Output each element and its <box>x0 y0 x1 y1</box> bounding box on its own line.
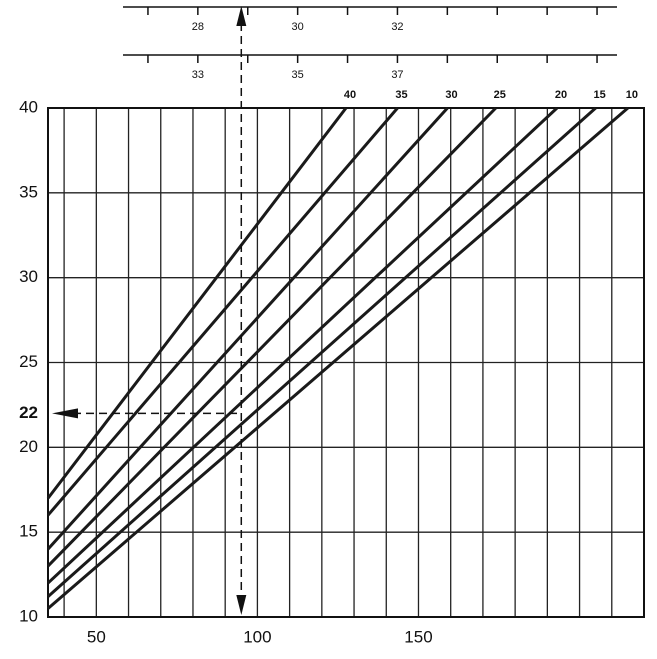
scale-label: 32 <box>391 21 403 33</box>
x-tick-label: 150 <box>404 627 432 646</box>
line-label: 25 <box>494 89 506 101</box>
scale-label: 30 <box>292 21 304 33</box>
scale-label: 37 <box>391 69 403 81</box>
series-line <box>47 106 597 598</box>
scale-label: 35 <box>292 69 304 81</box>
line-label: 10 <box>626 89 638 101</box>
arrow-up <box>236 6 247 26</box>
arrow-down <box>236 595 247 615</box>
scale-label: 33 <box>192 69 204 81</box>
line-label: 35 <box>395 89 407 101</box>
marker-label: 22 <box>19 403 38 422</box>
y-tick-label: 10 <box>19 606 38 625</box>
y-tick-label: 35 <box>19 182 38 201</box>
series-line <box>46 106 559 585</box>
series-line <box>47 106 629 610</box>
arrow-left <box>52 408 78 419</box>
y-tick-label: 25 <box>19 352 38 371</box>
line-label: 30 <box>445 89 457 101</box>
line-label: 20 <box>555 89 567 101</box>
line-label: 15 <box>594 89 606 101</box>
line-label: 40 <box>344 89 356 101</box>
y-tick-label: 15 <box>19 522 38 541</box>
y-tick-label: 20 <box>19 437 38 456</box>
y-tick-label: 30 <box>19 267 38 286</box>
y-tick-label: 40 <box>19 97 38 116</box>
series-line <box>46 106 449 551</box>
series-line <box>46 106 497 568</box>
x-tick-label: 100 <box>243 627 271 646</box>
series-line <box>46 107 348 500</box>
series-line <box>46 107 399 517</box>
x-tick-label: 50 <box>87 627 106 646</box>
scale-label: 28 <box>192 21 204 33</box>
